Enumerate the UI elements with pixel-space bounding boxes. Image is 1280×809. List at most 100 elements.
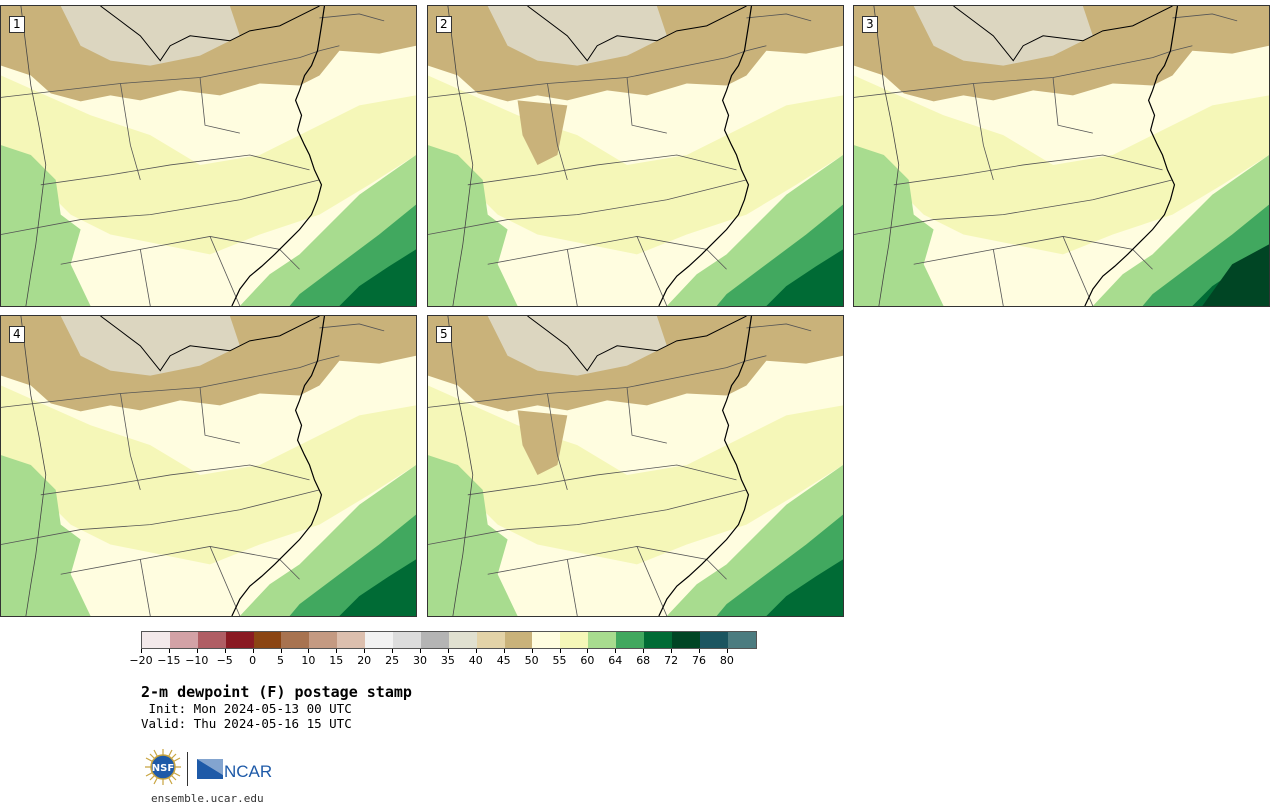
state-border <box>199 77 240 134</box>
state-border <box>428 489 747 545</box>
colorbar-swatch <box>197 632 226 648</box>
state-border <box>636 546 668 616</box>
colorbar-tick <box>671 649 673 653</box>
panel-number-label: 1 <box>9 16 25 33</box>
colorbar-tick-label: 20 <box>357 654 372 667</box>
state-border <box>120 83 141 180</box>
colorbar-swatch <box>504 632 533 648</box>
state-border <box>120 393 141 490</box>
state-border <box>60 546 300 580</box>
colorbar-tick-label: 68 <box>636 654 651 667</box>
colorbar-tick-label: 35 <box>440 654 455 667</box>
colorbar-tick-label: 45 <box>496 654 511 667</box>
colorbar-tick-label: −15 <box>157 654 181 667</box>
river-line <box>20 6 47 306</box>
state-border <box>199 387 240 444</box>
colorbar <box>141 631 757 649</box>
colorbar-tick-label: 80 <box>719 654 734 667</box>
colorbar-tick-label: 76 <box>692 654 706 667</box>
dewpoint-60-64-region <box>854 145 944 306</box>
colorbar-swatch <box>142 632 170 648</box>
state-border <box>428 179 747 235</box>
colorbar-tick-label: 10 <box>301 654 316 667</box>
colorbar-tick-label: 55 <box>552 654 567 667</box>
ncar-logo: NCAR <box>197 759 272 781</box>
dewpoint-45-50-region <box>517 410 568 475</box>
colorbar-swatch <box>532 632 561 648</box>
site-url: ensemble.ucar.edu <box>151 792 264 805</box>
colorbar-swatch <box>727 632 756 648</box>
river-line <box>447 316 474 616</box>
colorbar-swatch <box>309 632 338 648</box>
state-border <box>893 154 1163 186</box>
colorbar-tick-label: 15 <box>329 654 344 667</box>
colorbar-tick <box>336 649 338 653</box>
colorbar-tick <box>364 649 366 653</box>
state-border <box>1 489 320 545</box>
coastline <box>658 6 753 306</box>
colorbar-tick-label: 40 <box>468 654 483 667</box>
colorbar-tick <box>531 649 533 653</box>
dewpoint-20-35-region <box>487 6 667 66</box>
state-border <box>566 249 578 306</box>
state-border <box>40 154 310 186</box>
valid-time: Valid: Thu 2024-05-16 15 UTC <box>141 716 352 731</box>
state-border <box>209 236 241 306</box>
dewpoint-map <box>428 316 843 616</box>
dewpoint-20-35-region <box>60 316 240 376</box>
river-line <box>20 316 47 616</box>
colorbar-tick <box>587 649 589 653</box>
state-border <box>1062 236 1094 306</box>
colorbar-tick-label: 50 <box>524 654 539 667</box>
state-border <box>626 387 667 444</box>
dewpoint-map <box>428 6 843 306</box>
dewpoint-68-72-region <box>766 249 843 306</box>
state-border <box>299 45 340 59</box>
state-border <box>746 323 812 332</box>
state-border <box>139 249 151 306</box>
colorbar-tick <box>420 649 421 653</box>
colorbar-swatch <box>393 632 421 648</box>
logo-area: NSF NCAR <box>145 749 275 789</box>
colorbar-tick-label: 25 <box>385 654 400 667</box>
colorbar-swatch <box>448 632 477 648</box>
panel-number-label: 3 <box>862 16 878 33</box>
colorbar-tick <box>224 649 226 653</box>
init-time: Init: Mon 2024-05-13 00 UTC <box>141 701 352 716</box>
colorbar-swatch <box>420 632 449 648</box>
figure-title: 2-m dewpoint (F) postage stamp <box>141 683 412 701</box>
colorbar-tick <box>475 649 477 653</box>
colorbar-tick <box>280 649 282 653</box>
state-border <box>973 83 994 180</box>
state-border <box>1052 77 1093 134</box>
forecast-panel-3: 3 <box>853 5 1270 307</box>
dewpoint-60-64-region <box>428 145 518 306</box>
state-border <box>487 236 727 270</box>
dewpoint-55-60-region <box>1 75 416 255</box>
nsf-logo: NSF <box>145 749 181 785</box>
colorbar-tick-label: 72 <box>664 654 679 667</box>
state-border <box>319 13 385 22</box>
dewpoint-68-72-region <box>339 249 416 306</box>
colorbar-tick <box>559 649 561 653</box>
great-lakes-outline <box>100 6 320 62</box>
colorbar-tick <box>726 649 728 653</box>
colorbar-tick-label: −5 <box>216 654 233 667</box>
state-border <box>40 464 310 496</box>
forecast-panel-4: 4 <box>0 315 417 617</box>
colorbar-tick <box>699 649 700 653</box>
state-border <box>467 464 737 496</box>
colorbar-swatch <box>699 632 728 648</box>
state-border <box>913 236 1153 270</box>
dewpoint-72-76-region <box>1202 244 1269 306</box>
colorbar-swatch <box>365 632 394 648</box>
dewpoint-60-64-region <box>428 455 518 616</box>
state-border <box>626 77 667 134</box>
river-line <box>447 6 474 306</box>
state-border <box>1152 45 1193 59</box>
colorbar-swatch <box>644 632 672 648</box>
state-border <box>746 13 812 22</box>
dewpoint-45-50-region <box>517 100 568 165</box>
dewpoint-map <box>854 6 1269 306</box>
colorbar-tick <box>196 649 198 653</box>
